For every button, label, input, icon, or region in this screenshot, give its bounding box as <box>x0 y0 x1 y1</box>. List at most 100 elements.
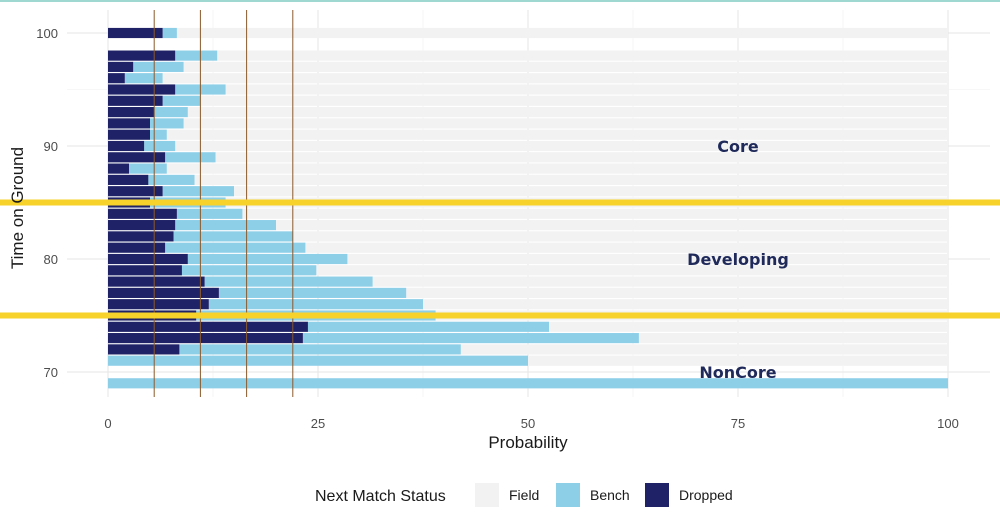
legend-label: Bench <box>590 487 630 503</box>
top-border <box>0 0 1000 2</box>
legend-label: Dropped <box>679 487 733 503</box>
bar-bench <box>124 73 163 84</box>
y-tick-label: 70 <box>44 365 58 380</box>
bar-field <box>276 220 948 231</box>
bar-dropped <box>108 27 163 39</box>
bar-field <box>242 208 948 219</box>
bar-dropped <box>108 95 163 106</box>
x-tick-label: 100 <box>937 416 959 431</box>
x-tick-labels: 0 25 50 75 100 <box>104 416 958 431</box>
x-tick-label: 0 <box>104 416 111 431</box>
bar-bench <box>175 50 218 61</box>
y-tick-labels: 70 80 90 100 <box>36 26 58 380</box>
bar-dropped <box>108 73 125 84</box>
bar-field <box>406 287 948 298</box>
bar-dropped <box>108 107 155 118</box>
bar-dropped <box>108 231 174 242</box>
bar-field <box>176 27 948 39</box>
bar-bench <box>175 220 276 231</box>
bar-bench <box>176 208 243 219</box>
zone-label: Core <box>717 137 759 156</box>
threshold-lines <box>0 199 1000 319</box>
bar-dropped <box>108 118 150 129</box>
y-axis-label: Time on Ground <box>8 147 27 269</box>
bar-dropped <box>108 174 149 185</box>
bar-field <box>423 299 948 310</box>
bar-bench <box>108 355 528 366</box>
bar-field <box>372 276 949 287</box>
bar-field <box>225 84 949 95</box>
bar-dropped <box>108 333 303 344</box>
bar-bench <box>208 299 423 310</box>
bar-bench <box>148 174 195 185</box>
legend: Next Match Status Field Bench Dropped <box>315 483 733 507</box>
bar-bench <box>218 287 407 298</box>
legend-key <box>475 483 499 507</box>
y-tick-label: 90 <box>44 139 58 154</box>
x-axis-label: Probability <box>488 433 568 452</box>
bar-dropped <box>108 265 182 276</box>
bar-dropped <box>108 276 205 287</box>
y-tick-label: 100 <box>36 26 58 41</box>
x-tick-label: 50 <box>521 416 535 431</box>
bar-field <box>549 321 948 332</box>
bar-bench <box>162 186 234 197</box>
bar-field <box>460 344 948 355</box>
bar-bench <box>154 107 188 118</box>
bar-bench <box>129 163 167 174</box>
bar-field <box>234 186 948 197</box>
bar-bench <box>150 129 167 140</box>
bar-field <box>166 163 949 174</box>
bar-field <box>187 107 949 118</box>
bar-bench <box>165 152 216 163</box>
bar-bench <box>173 231 293 242</box>
legend-label: Field <box>509 487 539 503</box>
bar-bench <box>165 242 306 253</box>
x-tick-label: 25 <box>311 416 325 431</box>
bar-dropped <box>108 344 180 355</box>
bar-bench <box>204 276 373 287</box>
bar-dropped <box>108 242 166 253</box>
y-tick-label: 80 <box>44 252 58 267</box>
bar-field <box>183 61 949 72</box>
bar-dropped <box>108 208 177 219</box>
zone-label: NonCore <box>699 363 776 382</box>
bar-field <box>162 73 949 84</box>
bar-bench <box>187 253 348 265</box>
bar-field <box>200 95 948 106</box>
bar-dropped <box>108 140 145 152</box>
bar-bench <box>150 118 184 129</box>
bar-field <box>528 355 948 366</box>
bar-dropped <box>108 220 176 231</box>
bar-bench <box>133 61 184 72</box>
bar-bench <box>307 321 549 332</box>
bar-bench <box>162 27 177 39</box>
bar-dropped <box>108 84 176 95</box>
bar-dropped <box>108 152 166 163</box>
bar-bench <box>179 344 461 355</box>
legend-key <box>645 483 669 507</box>
zone-labels: Core Developing NonCore <box>687 137 789 382</box>
legend-title: Next Match Status <box>315 488 446 505</box>
bar-field <box>183 118 949 129</box>
bar-bench <box>108 378 948 389</box>
x-tick-label: 75 <box>731 416 745 431</box>
bar-field <box>217 50 948 61</box>
bar-field <box>194 174 948 185</box>
legend-key <box>556 483 580 507</box>
bar-field <box>305 242 948 253</box>
bar-field <box>166 129 949 140</box>
bar-dropped <box>108 287 219 298</box>
bar-dropped <box>108 163 129 174</box>
bar-field <box>215 152 948 163</box>
bar-dropped <box>108 186 163 197</box>
bar-field <box>316 265 948 276</box>
bar-dropped <box>108 129 150 140</box>
bar-bench <box>302 333 639 344</box>
bar-field <box>347 253 948 265</box>
bar-dropped <box>108 50 176 61</box>
bar-field <box>638 333 948 344</box>
bar-dropped <box>108 253 188 265</box>
bar-bench <box>144 140 176 152</box>
